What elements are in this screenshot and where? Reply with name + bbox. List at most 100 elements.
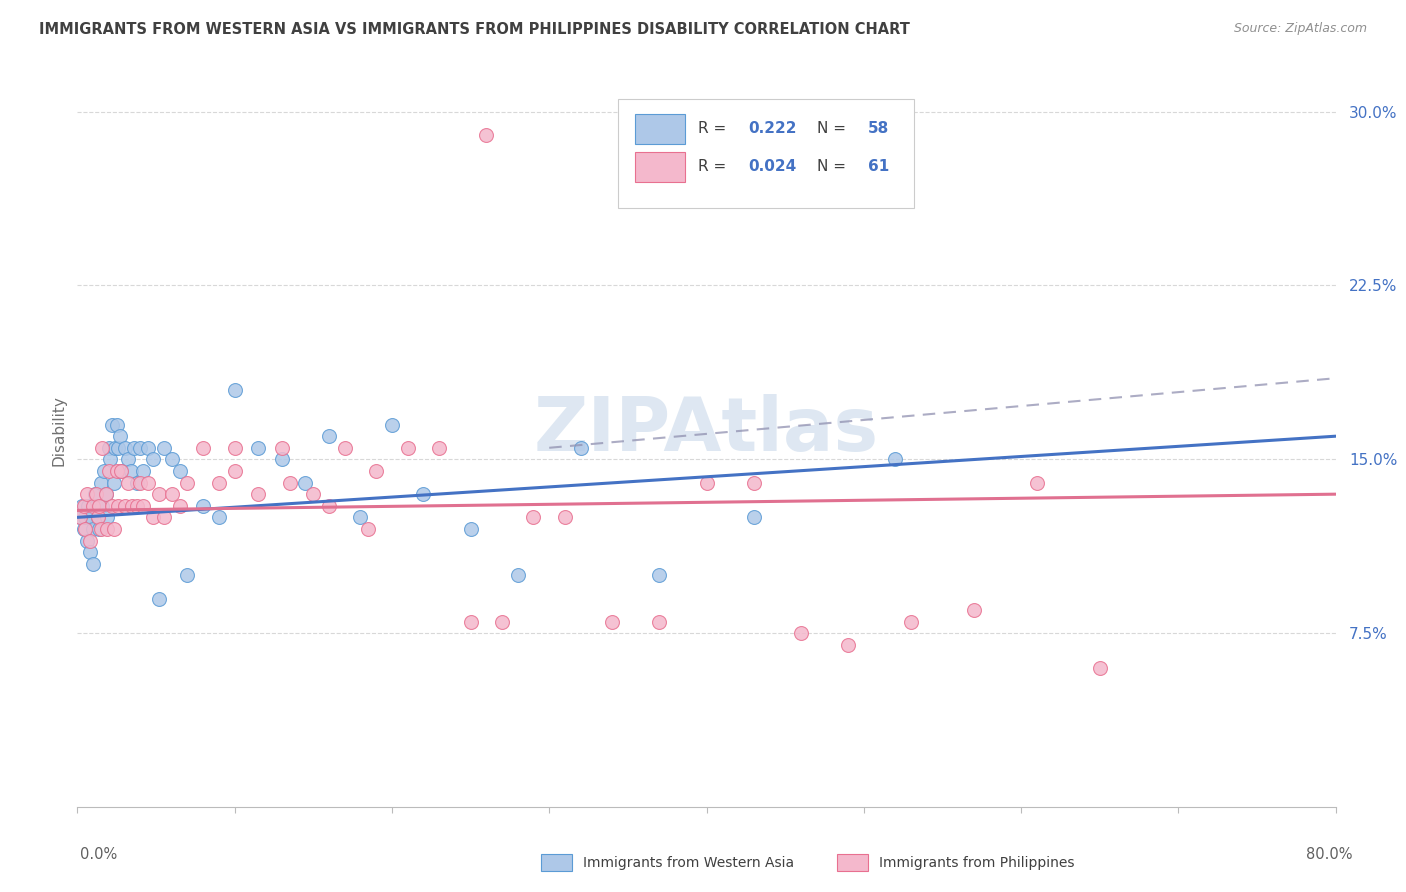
Point — [460, 522, 482, 536]
Point — [94, 487, 117, 501]
Text: 58: 58 — [868, 121, 889, 136]
Text: 0.0%: 0.0% — [80, 847, 117, 863]
Point — [80, 510, 103, 524]
Point — [87, 510, 110, 524]
Point — [101, 499, 124, 513]
Point — [93, 464, 115, 478]
Point — [790, 626, 813, 640]
Point — [83, 487, 105, 501]
Point — [191, 499, 215, 513]
FancyBboxPatch shape — [634, 114, 685, 144]
Point — [127, 499, 149, 513]
Point — [176, 568, 198, 582]
Point — [153, 510, 176, 524]
Point — [75, 510, 97, 524]
Point — [136, 475, 159, 490]
Point — [142, 452, 165, 467]
Point — [90, 475, 112, 490]
Point — [247, 441, 270, 455]
Point — [884, 452, 907, 467]
Point — [117, 475, 139, 490]
Point — [129, 441, 152, 455]
Point — [412, 487, 434, 501]
Text: 0.222: 0.222 — [748, 121, 797, 136]
Point — [96, 510, 118, 524]
Point — [69, 510, 91, 524]
Point — [105, 464, 128, 478]
Point — [963, 603, 986, 617]
Point — [110, 464, 132, 478]
FancyBboxPatch shape — [619, 99, 914, 208]
Point — [76, 533, 98, 548]
Point — [569, 441, 592, 455]
Point — [600, 615, 623, 629]
Point — [900, 615, 922, 629]
Point — [224, 464, 246, 478]
Point — [96, 522, 118, 536]
Point — [82, 522, 104, 536]
Point — [103, 522, 125, 536]
Point — [224, 441, 246, 455]
Point — [104, 441, 127, 455]
Point — [302, 487, 325, 501]
Text: Immigrants from Philippines: Immigrants from Philippines — [879, 855, 1074, 870]
Point — [89, 499, 111, 513]
Point — [381, 417, 404, 432]
Point — [506, 568, 529, 582]
Point — [742, 475, 765, 490]
Point — [349, 510, 371, 524]
Text: R =: R = — [697, 159, 731, 174]
Point — [318, 499, 340, 513]
Y-axis label: Disability: Disability — [51, 395, 66, 466]
Point — [110, 464, 132, 478]
Point — [127, 475, 149, 490]
Text: 61: 61 — [868, 159, 889, 174]
Point — [491, 615, 513, 629]
Point — [72, 499, 94, 513]
Text: Source: ZipAtlas.com: Source: ZipAtlas.com — [1233, 22, 1367, 36]
Point — [107, 441, 129, 455]
Point — [554, 510, 576, 524]
Point — [148, 591, 170, 606]
Point — [91, 441, 114, 455]
Point — [142, 510, 165, 524]
Point — [696, 475, 718, 490]
Point — [1025, 475, 1047, 490]
Point — [357, 522, 380, 536]
Point — [76, 487, 98, 501]
Point — [460, 615, 482, 629]
Text: ZIPAtlas: ZIPAtlas — [534, 394, 879, 467]
Text: N =: N = — [817, 159, 851, 174]
Point — [84, 499, 107, 513]
Point — [136, 441, 159, 455]
Text: R =: R = — [697, 121, 731, 136]
Point — [82, 557, 104, 571]
Point — [366, 464, 388, 478]
Point — [648, 615, 671, 629]
Point — [270, 452, 292, 467]
Point — [90, 522, 112, 536]
Text: 80.0%: 80.0% — [1306, 847, 1353, 863]
Point — [278, 475, 301, 490]
Point — [114, 441, 136, 455]
Point — [129, 475, 152, 490]
Point — [98, 452, 121, 467]
Point — [103, 475, 125, 490]
Point — [84, 487, 107, 501]
Point — [224, 383, 246, 397]
Point — [91, 499, 114, 513]
Point — [75, 522, 97, 536]
Point — [160, 452, 183, 467]
Text: Immigrants from Western Asia: Immigrants from Western Asia — [583, 855, 794, 870]
Point — [121, 499, 143, 513]
Point — [117, 452, 139, 467]
Point — [169, 464, 191, 478]
Point — [148, 487, 170, 501]
Point — [132, 499, 155, 513]
Point — [70, 499, 93, 513]
Point — [169, 499, 191, 513]
Point — [1088, 661, 1111, 675]
Point — [132, 464, 155, 478]
Point — [475, 128, 498, 142]
Point — [122, 441, 145, 455]
